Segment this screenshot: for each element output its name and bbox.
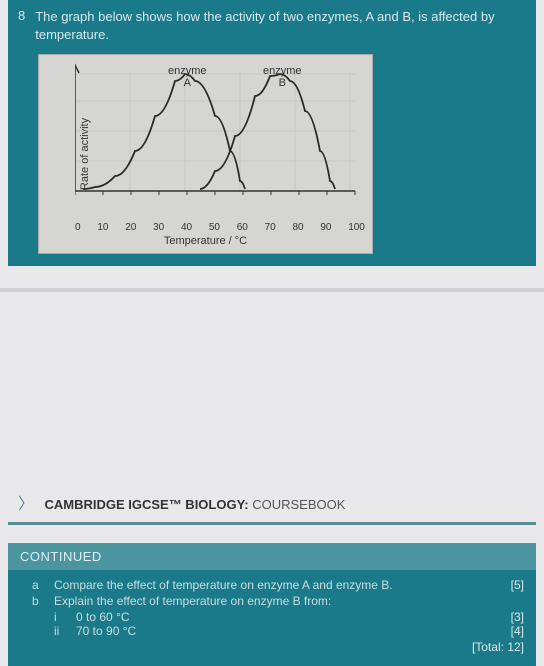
continued-panel: CONTINUED a Compare the effect of temper… <box>8 543 536 666</box>
x-tick: 50 <box>209 222 220 233</box>
enzyme-label-text: enzyme <box>263 65 302 77</box>
sub-letter: b <box>32 594 44 608</box>
enzyme-a-label: enzyme A <box>168 65 207 89</box>
x-tick: 60 <box>237 222 248 233</box>
enzyme-activity-chart <box>75 61 365 231</box>
x-tick: 100 <box>348 222 365 233</box>
x-tick-labels: 0 10 20 30 40 50 60 70 80 90 100 <box>75 222 365 233</box>
continued-body: a Compare the effect of temperature on e… <box>8 570 536 666</box>
sub-letter: i <box>54 610 66 624</box>
sub-letter: a <box>32 578 44 592</box>
x-tick: 90 <box>320 222 331 233</box>
question-text: The graph below shows how the activity o… <box>35 8 526 44</box>
x-tick: 40 <box>181 222 192 233</box>
sub-text: 70 to 90 °C <box>76 624 136 638</box>
marks: [4] <box>511 624 524 638</box>
graph-box: Rate of activity <box>38 54 373 254</box>
enzyme-label-letter: A <box>184 77 191 89</box>
x-tick: 70 <box>265 222 276 233</box>
x-tick: 20 <box>125 222 136 233</box>
sub-letter: ii <box>54 624 66 638</box>
sub-question-b-i: i 0 to 60 °C [3] <box>54 610 524 624</box>
book-header: 〉 CAMBRIDGE IGCSE™ BIOLOGY: COURSEBOOK <box>8 486 536 525</box>
total-marks: [Total: 12] <box>32 640 524 654</box>
marks: [5] <box>511 578 524 592</box>
sub-question-b: b Explain the effect of temperature on e… <box>32 594 524 608</box>
sub-question-a: a Compare the effect of temperature on e… <box>32 578 524 592</box>
enzyme-b-curve <box>200 74 335 189</box>
sub-text: Compare the effect of temperature on enz… <box>54 578 393 592</box>
enzyme-label-letter: B <box>279 77 286 89</box>
x-tick: 10 <box>97 222 108 233</box>
gap-line <box>0 288 544 292</box>
continued-header: CONTINUED <box>8 543 536 570</box>
book-title: CAMBRIDGE IGCSE™ BIOLOGY: COURSEBOOK <box>44 497 345 512</box>
question-number: 8 <box>18 8 25 44</box>
enzyme-b-label: enzyme B <box>263 65 302 89</box>
sub-text: 0 to 60 °C <box>76 610 130 624</box>
x-tick: 30 <box>153 222 164 233</box>
book-title-strong: CAMBRIDGE IGCSE™ BIOLOGY: <box>44 497 248 512</box>
marks: [3] <box>511 610 524 624</box>
sub-text: Explain the effect of temperature on enz… <box>54 594 331 608</box>
enzyme-a-curve <box>83 74 245 189</box>
x-tick: 0 <box>75 222 81 233</box>
question-row: 8 The graph below shows how the activity… <box>18 8 526 44</box>
x-axis-label: Temperature / °C <box>164 235 247 247</box>
page-gap <box>0 266 544 486</box>
question-panel: 8 The graph below shows how the activity… <box>8 0 536 266</box>
sub-question-b-ii: ii 70 to 90 °C [4] <box>54 624 524 638</box>
x-tick: 80 <box>292 222 303 233</box>
chevron-icon: 〉 <box>18 496 34 513</box>
book-title-rest: COURSEBOOK <box>249 497 346 512</box>
enzyme-label-text: enzyme <box>168 65 207 77</box>
